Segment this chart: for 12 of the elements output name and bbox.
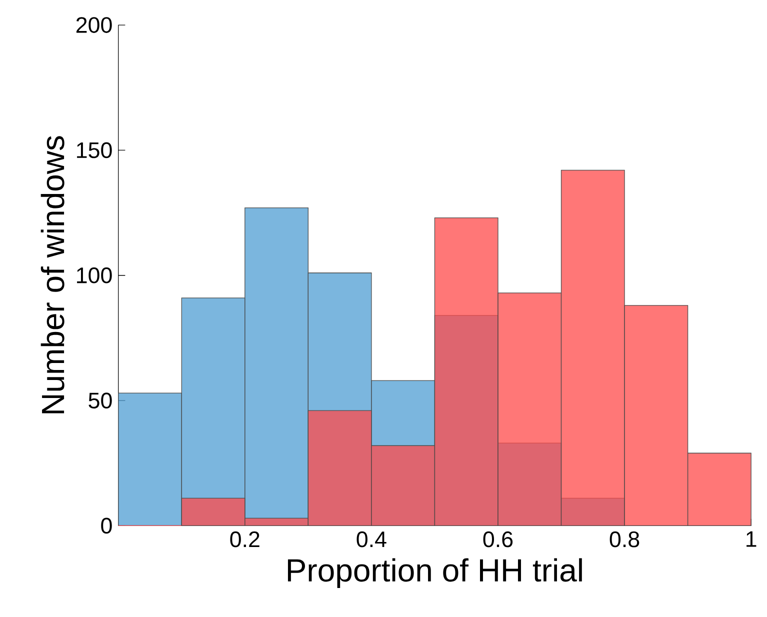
y-tick-label: 150 (77, 142, 112, 158)
x-tick-label: 0.2 (230, 531, 260, 548)
x-tick-label: 1 (746, 531, 756, 547)
x-tick-label: 0.4 (356, 531, 386, 548)
x-axis-title: Proportion of HH trial (288, 558, 582, 588)
y-axis-title: Number of windows (40, 136, 64, 414)
x-tick-label: 0.8 (610, 531, 640, 548)
y-tick-label: 200 (76, 17, 112, 34)
y-tick-label: 100 (77, 268, 112, 284)
x-tick-label: 0.6 (483, 531, 513, 548)
y-tick-label: 50 (88, 392, 112, 409)
y-tick-label: 0 (101, 518, 112, 534)
